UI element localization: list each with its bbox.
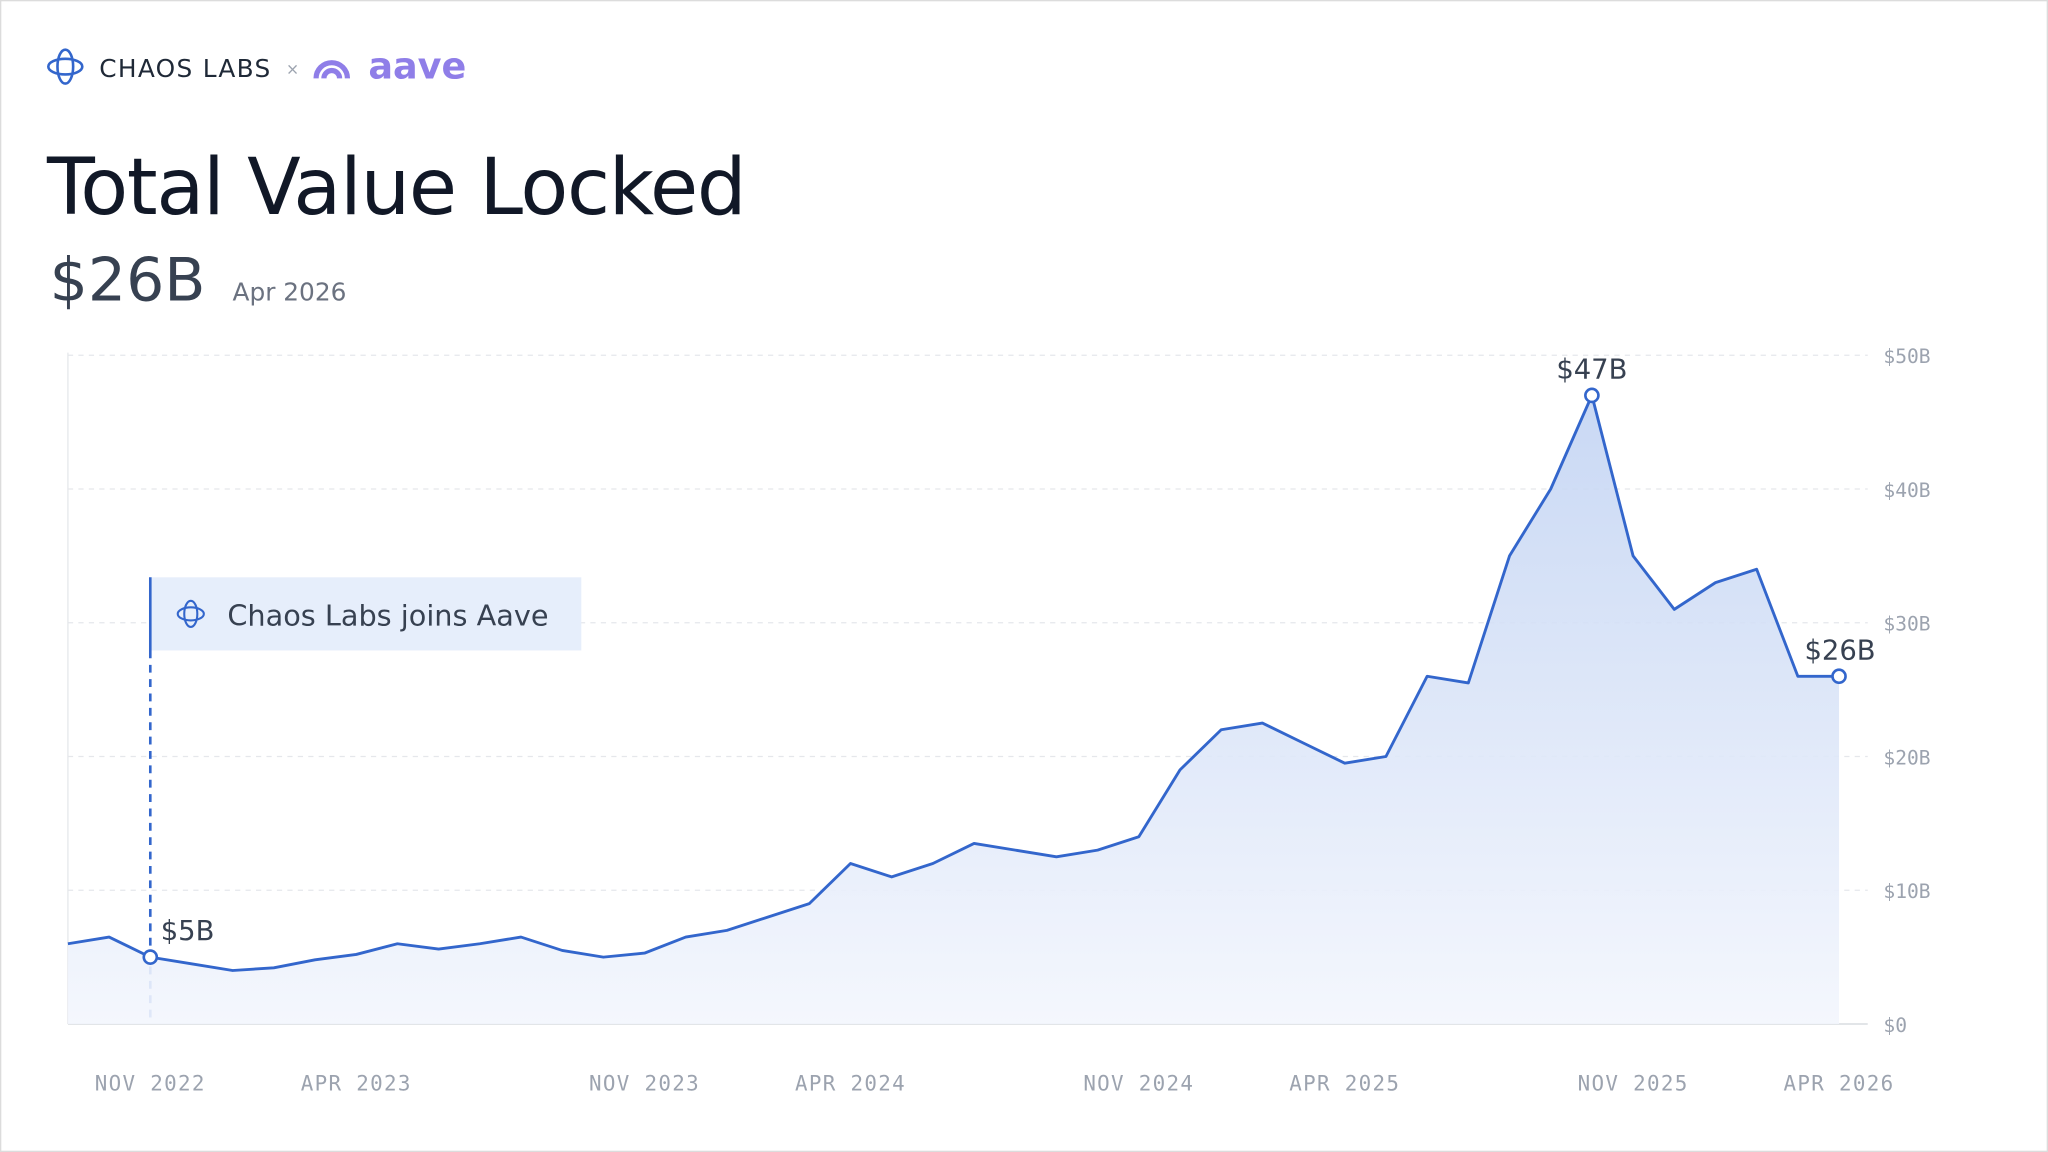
point-marker [1584,387,1600,404]
data-label: $47B [1556,354,1627,385]
annotation-box [148,577,582,651]
point-marker [1831,668,1847,685]
annotation-text: Chaos Labs joins Aave [227,599,548,633]
y-tick-label: $30B [1883,613,1930,636]
y-tick-label: $20B [1883,746,1930,769]
y-tick-label: $10B [1883,880,1930,903]
y-tick-label: $50B [1883,345,1930,368]
y-tick-label: $0 [1883,1014,1907,1037]
partner: aave [368,44,466,87]
line [67,393,1840,972]
brand-logo [47,48,84,85]
x-tick-label: NOV 2023 [589,1072,700,1096]
x-tick-label: APR 2024 [795,1072,906,1096]
data-label: $5B [161,916,215,947]
x-tick-label: NOV 2024 [1083,1072,1194,1096]
annotation-icon [176,606,205,622]
partner-logo [313,60,351,79]
chart-title: Total Value Locked [46,142,745,233]
headline-date: Apr 2026 [232,277,346,306]
area [67,395,1840,1024]
point-marker [142,949,159,965]
x-tick-label: APR 2023 [301,1072,412,1096]
x-tick-label: NOV 2025 [1578,1072,1689,1096]
y-tick-label: $40B [1883,479,1930,502]
x-tick-label: APR 2025 [1289,1072,1400,1096]
data-label: $26B [1804,635,1875,666]
separator: × [286,59,299,78]
x-tick-label: APR 2026 [1784,1072,1895,1096]
headline-value: $26B [50,245,206,315]
annotation-icon [183,599,199,628]
brand: CHAOS LABS [99,54,271,83]
x-tick-label: NOV 2022 [95,1072,206,1096]
